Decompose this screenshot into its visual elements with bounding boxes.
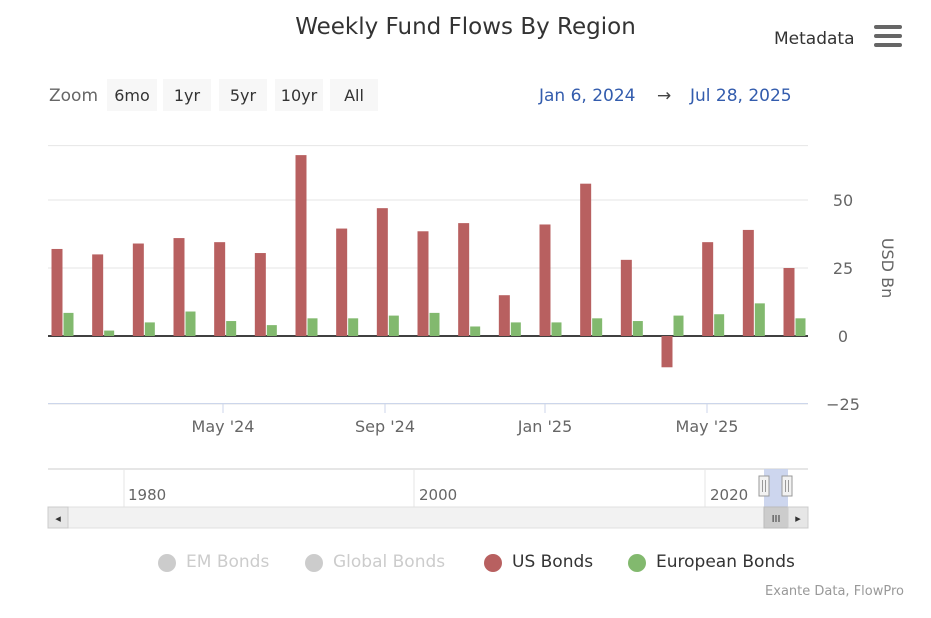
bar-us-bonds[interactable]: [254, 253, 266, 336]
y-tick-label: 0: [838, 327, 848, 346]
bar-european-bonds[interactable]: [185, 311, 196, 336]
bar-us-bonds[interactable]: [92, 254, 104, 336]
bar-european-bonds[interactable]: [754, 303, 765, 336]
scrollbar-track[interactable]: [47, 506, 809, 529]
bar-us-bonds[interactable]: [376, 208, 388, 336]
bar-us-bonds[interactable]: [173, 238, 185, 336]
zoom-5yr-button[interactable]: 5yr: [219, 79, 267, 111]
navigator-label: 2000: [419, 486, 457, 504]
navigator-label: 1980: [128, 486, 166, 504]
zoom-all-button[interactable]: All: [330, 79, 378, 111]
x-tick-label: Jan '25: [517, 417, 573, 436]
y-tick-label: 50: [833, 191, 853, 210]
bar-european-bonds[interactable]: [714, 314, 725, 336]
chart-title: Weekly Fund Flows By Region: [295, 14, 636, 40]
bar-us-bonds[interactable]: [783, 268, 795, 336]
navigator-label: 2020: [710, 486, 748, 504]
bar-us-bonds[interactable]: [417, 231, 429, 336]
bar-european-bonds[interactable]: [795, 318, 806, 336]
bar-us-bonds[interactable]: [742, 229, 754, 336]
legend-label: US Bonds: [512, 552, 594, 572]
bar-european-bonds[interactable]: [632, 321, 643, 336]
bar-european-bonds[interactable]: [63, 312, 74, 336]
bar-us-bonds[interactable]: [295, 155, 307, 336]
zoom-1yr-button[interactable]: 1yr: [163, 79, 211, 111]
menu-bar: [874, 25, 902, 29]
range-arrow: →: [657, 86, 672, 106]
bar-us-bonds[interactable]: [458, 223, 470, 336]
bar-us-bonds[interactable]: [539, 224, 551, 336]
navigator[interactable]: 1980 2000 2020: [48, 468, 808, 507]
bar-european-bonds[interactable]: [551, 322, 562, 336]
scroll-right-button[interactable]: [787, 506, 809, 529]
menu-bar: [874, 43, 902, 47]
range-to-input[interactable]: Jul 28, 2025: [690, 86, 792, 106]
x-tick-label: Sep '24: [355, 417, 415, 436]
bar-european-bonds[interactable]: [266, 325, 277, 336]
scrollbar[interactable]: ◂ III ▸: [47, 506, 809, 529]
bar-us-bonds[interactable]: [661, 336, 673, 368]
bar-european-bonds[interactable]: [510, 322, 521, 336]
chevron-left-icon: ◂: [55, 512, 61, 525]
chevron-right-icon: ▸: [795, 512, 801, 525]
bar-us-bonds[interactable]: [214, 242, 226, 336]
bar-european-bonds[interactable]: [144, 322, 155, 336]
bar-series: [51, 155, 806, 368]
legend-dot: [305, 554, 323, 572]
legend-dot: [484, 554, 502, 572]
legend-label: European Bonds: [656, 552, 795, 572]
legend-label: Global Bonds: [333, 552, 446, 572]
bar-european-bonds[interactable]: [104, 330, 115, 336]
legend-dot: [628, 554, 646, 572]
scrollbar-grip-icon: III: [772, 514, 781, 525]
y-axis: −25 0 25 50: [826, 191, 860, 414]
bar-us-bonds[interactable]: [498, 295, 510, 336]
metadata-link[interactable]: Metadata: [774, 29, 855, 49]
bar-us-bonds[interactable]: [620, 259, 632, 336]
legend-label: EM Bonds: [186, 552, 270, 572]
x-tick-label: May '24: [192, 417, 255, 436]
bar-us-bonds[interactable]: [336, 228, 348, 336]
bar-us-bonds[interactable]: [702, 242, 714, 336]
bar-european-bonds[interactable]: [673, 315, 684, 336]
y-axis-label: USD Bn: [878, 238, 897, 298]
legend-dot: [158, 554, 176, 572]
bar-european-bonds[interactable]: [592, 318, 603, 336]
bar-european-bonds[interactable]: [388, 315, 399, 336]
navigator-left-handle[interactable]: [758, 475, 770, 497]
x-tick-label: May '25: [676, 417, 739, 436]
bar-european-bonds[interactable]: [470, 326, 481, 336]
y-tick-label: 25: [833, 259, 853, 278]
x-axis: May '24 Sep '24 Jan '25 May '25: [48, 403, 808, 436]
bar-european-bonds[interactable]: [226, 321, 237, 336]
bar-european-bonds[interactable]: [348, 318, 359, 336]
scroll-left-button[interactable]: [47, 506, 69, 529]
zoom-10yr-button[interactable]: 10yr: [275, 79, 323, 111]
y-tick-label: −25: [826, 395, 860, 414]
range-from-input[interactable]: Jan 6, 2024: [539, 86, 636, 106]
hamburger-icon[interactable]: [874, 25, 902, 47]
navigator-right-handle[interactable]: [781, 475, 793, 497]
bar-european-bonds[interactable]: [307, 318, 318, 336]
zoom-label: Zoom: [49, 86, 99, 106]
menu-bar: [874, 34, 902, 38]
zoom-6mo-button[interactable]: 6mo: [107, 79, 157, 111]
bar-european-bonds[interactable]: [429, 312, 440, 336]
bar-us-bonds[interactable]: [580, 183, 592, 336]
bar-us-bonds[interactable]: [132, 243, 144, 336]
bar-us-bonds[interactable]: [51, 248, 63, 336]
source-credit: Exante Data, FlowPro: [765, 584, 904, 599]
